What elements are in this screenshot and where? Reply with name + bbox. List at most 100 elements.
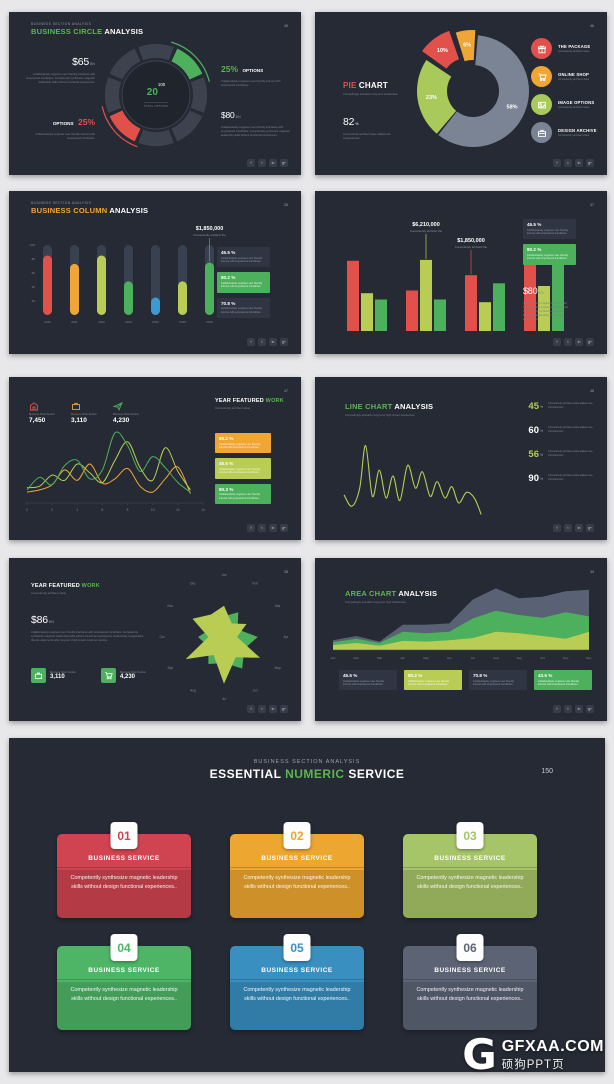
google-plus-icon: g+ xyxy=(280,524,288,532)
svg-text:2: 2 xyxy=(51,508,53,512)
page-number: 45 xyxy=(284,24,288,28)
svg-text:Apr: Apr xyxy=(400,656,405,660)
stat-list: 45% Conveniently architect value added co… xyxy=(513,401,594,497)
svg-text:8: 8 xyxy=(127,508,129,512)
stat-box: 80.2 % Collaboratively engineer user frie… xyxy=(217,272,270,293)
stat-box: 80.2 % Collaboratively engineer user frie… xyxy=(523,244,576,265)
google-plus-icon: g+ xyxy=(586,338,594,346)
linkedin-icon: in xyxy=(269,524,277,532)
twitter-icon: t xyxy=(258,338,266,346)
svg-text:100: 100 xyxy=(30,243,35,247)
svg-text:Oct: Oct xyxy=(540,656,545,660)
facebook-icon: f xyxy=(247,338,255,346)
facebook-icon: f xyxy=(553,338,561,346)
svg-text:Jan: Jan xyxy=(221,573,226,577)
number-badge: 04 xyxy=(110,934,138,961)
facebook-icon: f xyxy=(553,159,561,167)
stat-7450: Business Chart Section 7,450 xyxy=(29,401,67,424)
svg-text:$1,850,000: $1,850,000 xyxy=(457,238,485,244)
social-icons: f t in g+ xyxy=(247,524,288,532)
slide-header: AREA CHART ANALYSIS Compellingly actuali… xyxy=(345,588,437,604)
stat-4230: Business Chart Section 4,230 xyxy=(112,401,151,424)
briefcase-icon xyxy=(31,668,46,683)
svg-text:Aug: Aug xyxy=(493,656,499,660)
stat-box: 80.2 % Collaboratively engineer user frie… xyxy=(215,433,271,454)
svg-text:May: May xyxy=(275,666,281,670)
social-icons: f t in g+ xyxy=(553,159,594,167)
svg-text:Nov: Nov xyxy=(563,656,569,660)
slide-multi-line-chart: 47 Business Chart Section 7,450 Business… xyxy=(9,377,301,540)
service-card-05: 05 BUSINESS SERVICE Competently synthesi… xyxy=(230,934,364,1030)
page-number: 37 xyxy=(590,203,594,207)
twitter-icon: t xyxy=(564,338,572,346)
google-plus-icon: g+ xyxy=(586,524,594,532)
twitter-icon: t xyxy=(564,524,572,532)
twitter-icon: t xyxy=(258,159,266,167)
twitter-icon: t xyxy=(564,705,572,713)
facebook-icon: f xyxy=(247,159,255,167)
divider xyxy=(57,979,191,980)
svg-text:Dec: Dec xyxy=(190,581,196,585)
watermark-caption: 硕狗PPT页 xyxy=(501,1058,565,1071)
slide-header: BUSINESS SECTION ANALYSIS BUSINESS COLUM… xyxy=(31,201,148,215)
slide-subtitle: Compellingly actualize long term high im… xyxy=(345,412,415,417)
stat-boxes: 45.5 % Collaboratively engineer user frie… xyxy=(339,670,592,691)
stat-86bn: $86BN Collaboratively engineer user frie… xyxy=(31,610,151,643)
svg-text:0: 0 xyxy=(26,508,28,512)
svg-text:May: May xyxy=(423,656,429,660)
svg-text:14: 14 xyxy=(201,508,205,512)
linkedin-icon: in xyxy=(269,338,277,346)
facebook-icon: f xyxy=(553,524,561,532)
google-plus-icon: g+ xyxy=(586,705,594,713)
social-icons: f t in g+ xyxy=(247,705,288,713)
social-icons: f t in g+ xyxy=(553,705,594,713)
stat-box: 80.2 % Collaboratively engineer user frie… xyxy=(404,670,462,691)
briefcase-icon xyxy=(72,402,80,410)
svg-text:80: 80 xyxy=(32,257,36,261)
gauge-value: 20 xyxy=(146,87,158,98)
google-plus-icon: g+ xyxy=(280,705,288,713)
google-plus-icon: g+ xyxy=(586,159,594,167)
svg-text:2014: 2014 xyxy=(152,320,159,324)
stat-90: 90% Conveniently architect value added co… xyxy=(528,473,593,484)
svg-text:6: 6 xyxy=(102,508,104,512)
stat-box: 70.8 % Collaboratively engineer user frie… xyxy=(469,670,527,691)
divider xyxy=(403,867,537,868)
svg-text:2011: 2011 xyxy=(71,320,78,324)
line-chart xyxy=(343,445,482,515)
multi-line-chart: 0 2 4 6 8 10 12 14 xyxy=(25,431,205,512)
stat-box: 43.5 % Collaboratively engineer user frie… xyxy=(534,670,592,691)
svg-text:Conveniently architect the: Conveniently architect the xyxy=(193,233,226,237)
slide-business-circle-analysis: BUSINESS SECTION ANALYSIS BUSINESS CIRCL… xyxy=(9,12,301,175)
stat-desc: Collaboratively engineer user friendly i… xyxy=(523,301,570,322)
eyebrow: BUSINESS SECTION ANALYSIS xyxy=(31,201,92,205)
svg-text:Jun: Jun xyxy=(252,689,257,693)
slide-header: PIE CHART Compellingly actualize long te… xyxy=(343,80,398,96)
slide-title: BUSINESS COLUMN ANALYSIS xyxy=(31,206,149,215)
slide-year-featured-work: 38 YEAR FEATURED WORK Conveniently archi… xyxy=(9,558,301,721)
page-number: 150 xyxy=(541,768,553,775)
svg-text:60: 60 xyxy=(32,271,36,275)
svg-text:2012: 2012 xyxy=(98,320,105,324)
stat-80bn: $80BN Collaboratively engineer user frie… xyxy=(221,110,291,137)
circle-gauge-chart xyxy=(101,41,210,148)
stat-box: 45.5 % Collaboratively engineer user frie… xyxy=(523,219,576,240)
legend-item-image-options: IMAGE OPTIONS Conveniently architect valu… xyxy=(531,94,597,115)
svg-text:Jun: Jun xyxy=(447,656,452,660)
stat-box: 70.8 % Collaboratively engineer user frie… xyxy=(217,297,270,318)
slide-title: BUSINESS CIRCLE ANALYSIS xyxy=(31,27,144,36)
slide-subtitle: Conveniently architect value xyxy=(215,405,250,410)
svg-text:$1,850,000: $1,850,000 xyxy=(196,226,224,232)
svg-text:2013: 2013 xyxy=(125,320,132,324)
stat-box: 80.3 % Collaboratively engineer user frie… xyxy=(215,483,271,504)
linkedin-icon: in xyxy=(269,159,277,167)
stat-80bn: $80BN Collaboratively engineer user frie… xyxy=(523,281,576,322)
svg-text:58%: 58% xyxy=(507,104,518,110)
paper-plane-icon xyxy=(112,401,123,411)
svg-text:4: 4 xyxy=(76,508,78,512)
facebook-icon: f xyxy=(247,705,255,713)
slide-business-column-analysis: BUSINESS SECTION ANALYSIS BUSINESS COLUM… xyxy=(9,191,301,354)
facebook-icon: f xyxy=(247,524,255,532)
